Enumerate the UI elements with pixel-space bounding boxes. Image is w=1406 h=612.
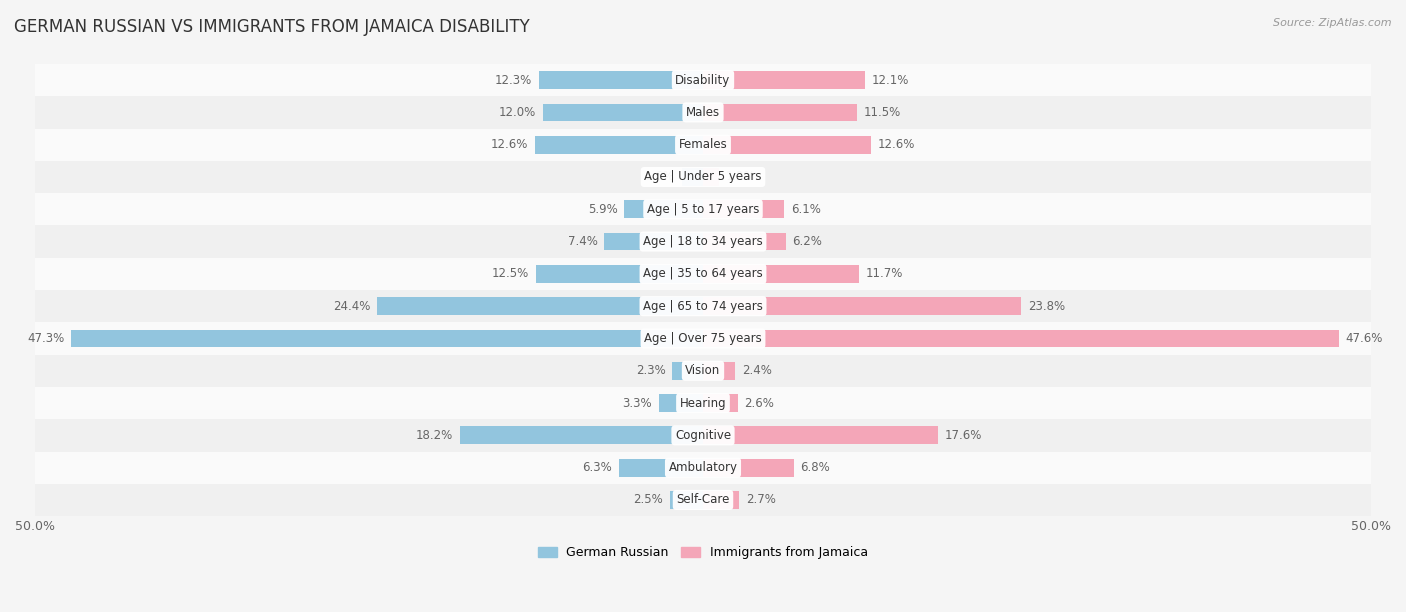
Bar — [35, 452, 1371, 484]
Bar — [703, 168, 718, 186]
Bar — [703, 265, 859, 283]
Text: 12.1%: 12.1% — [872, 73, 908, 87]
Bar — [534, 136, 703, 154]
Text: Self-Care: Self-Care — [676, 493, 730, 507]
Text: 6.3%: 6.3% — [582, 461, 612, 474]
Bar — [536, 265, 703, 283]
Bar — [35, 354, 1371, 387]
Text: Hearing: Hearing — [679, 397, 727, 409]
Bar — [619, 459, 703, 477]
Bar — [35, 387, 1371, 419]
Bar — [624, 200, 703, 218]
Text: 2.3%: 2.3% — [636, 364, 665, 377]
Text: 12.3%: 12.3% — [495, 73, 531, 87]
Bar — [35, 64, 1371, 96]
Bar — [669, 491, 703, 509]
Text: Cognitive: Cognitive — [675, 429, 731, 442]
Bar — [672, 362, 703, 379]
Text: Age | Over 75 years: Age | Over 75 years — [644, 332, 762, 345]
Bar — [35, 258, 1371, 290]
Bar — [703, 297, 1021, 315]
Bar — [703, 362, 735, 379]
Text: Age | 35 to 64 years: Age | 35 to 64 years — [643, 267, 763, 280]
Text: 2.6%: 2.6% — [744, 397, 775, 409]
Bar — [543, 103, 703, 121]
Text: 2.4%: 2.4% — [742, 364, 772, 377]
Text: 6.2%: 6.2% — [793, 235, 823, 248]
Text: 1.2%: 1.2% — [725, 171, 755, 184]
Text: 12.0%: 12.0% — [499, 106, 536, 119]
Bar — [72, 330, 703, 348]
Bar — [703, 200, 785, 218]
Text: 24.4%: 24.4% — [333, 300, 370, 313]
Text: 5.9%: 5.9% — [588, 203, 617, 216]
Bar — [703, 427, 938, 444]
Text: 18.2%: 18.2% — [416, 429, 453, 442]
Bar — [35, 96, 1371, 129]
Bar — [35, 193, 1371, 225]
Text: Age | 5 to 17 years: Age | 5 to 17 years — [647, 203, 759, 216]
Bar — [377, 297, 703, 315]
Text: 12.6%: 12.6% — [877, 138, 915, 151]
Text: Females: Females — [679, 138, 727, 151]
Text: 23.8%: 23.8% — [1028, 300, 1064, 313]
Text: GERMAN RUSSIAN VS IMMIGRANTS FROM JAMAICA DISABILITY: GERMAN RUSSIAN VS IMMIGRANTS FROM JAMAIC… — [14, 18, 530, 36]
Text: Vision: Vision — [685, 364, 721, 377]
Bar — [659, 394, 703, 412]
Bar — [538, 71, 703, 89]
Text: Source: ZipAtlas.com: Source: ZipAtlas.com — [1274, 18, 1392, 28]
Bar — [35, 129, 1371, 161]
Bar — [35, 484, 1371, 516]
Text: 11.7%: 11.7% — [866, 267, 904, 280]
Bar — [682, 168, 703, 186]
Text: 6.1%: 6.1% — [792, 203, 821, 216]
Bar — [703, 71, 865, 89]
Bar — [703, 136, 872, 154]
Bar — [703, 394, 738, 412]
Text: 6.8%: 6.8% — [800, 461, 831, 474]
Text: 47.6%: 47.6% — [1346, 332, 1384, 345]
Legend: German Russian, Immigrants from Jamaica: German Russian, Immigrants from Jamaica — [533, 541, 873, 564]
Text: 11.5%: 11.5% — [863, 106, 901, 119]
Text: 7.4%: 7.4% — [568, 235, 598, 248]
Bar — [703, 491, 740, 509]
Bar — [35, 161, 1371, 193]
Bar — [605, 233, 703, 250]
Text: 12.6%: 12.6% — [491, 138, 529, 151]
Text: Age | Under 5 years: Age | Under 5 years — [644, 171, 762, 184]
Text: Males: Males — [686, 106, 720, 119]
Bar — [35, 323, 1371, 354]
Text: Disability: Disability — [675, 73, 731, 87]
Text: 47.3%: 47.3% — [27, 332, 65, 345]
Text: 2.7%: 2.7% — [745, 493, 776, 507]
Text: 1.6%: 1.6% — [645, 171, 675, 184]
Text: 17.6%: 17.6% — [945, 429, 983, 442]
Text: Age | 65 to 74 years: Age | 65 to 74 years — [643, 300, 763, 313]
Text: 3.3%: 3.3% — [623, 397, 652, 409]
Bar — [35, 419, 1371, 452]
Bar — [703, 103, 856, 121]
Text: Ambulatory: Ambulatory — [668, 461, 738, 474]
Bar — [703, 330, 1339, 348]
Text: Age | 18 to 34 years: Age | 18 to 34 years — [643, 235, 763, 248]
Text: 12.5%: 12.5% — [492, 267, 529, 280]
Bar — [460, 427, 703, 444]
Text: 2.5%: 2.5% — [633, 493, 662, 507]
Bar — [703, 233, 786, 250]
Bar — [35, 290, 1371, 323]
Bar — [703, 459, 794, 477]
Bar — [35, 225, 1371, 258]
